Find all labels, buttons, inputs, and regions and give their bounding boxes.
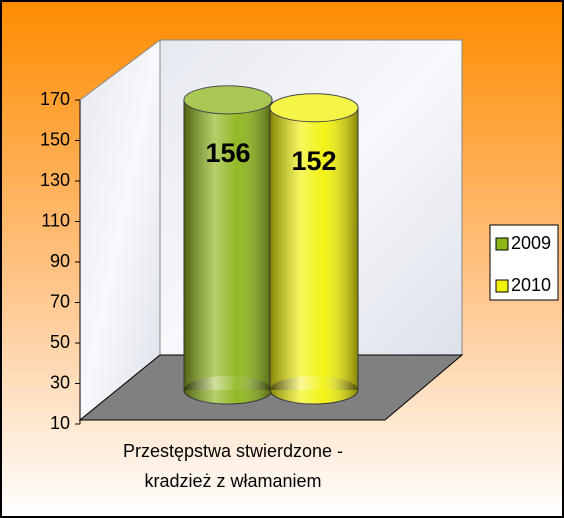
side-wall [79,39,161,422]
cylinder-base-shade [184,376,272,404]
bar-shade [184,99,272,390]
y-tick-label: 10 [50,413,70,433]
y-tick-label: 90 [50,251,70,271]
legend-swatch [495,237,509,251]
y-tick-label: 50 [50,332,70,352]
y-tick-label: 150 [40,129,70,149]
cylinder-top [183,85,273,115]
y-tick-label: 30 [50,372,70,392]
cylinder-top-highlight [184,85,272,114]
cylinder-base-shade [270,376,358,404]
y-tick-label: 170 [40,89,70,109]
data-label: 156 [205,138,250,168]
y-tick-label: 130 [40,170,70,190]
legend-label: 2009 [511,233,551,253]
cylinder-top-highlight [270,93,358,122]
bar-shade [270,107,358,391]
y-tick-label: 70 [50,291,70,311]
legend-label: 2010 [511,275,551,295]
y-tick-label: 110 [41,210,70,230]
data-label: 152 [291,146,336,176]
cylinder-top [269,93,359,123]
legend-swatch [495,279,509,293]
x-category-label: Przestępstwa stwierdzone - kradzież z wł… [122,441,344,491]
